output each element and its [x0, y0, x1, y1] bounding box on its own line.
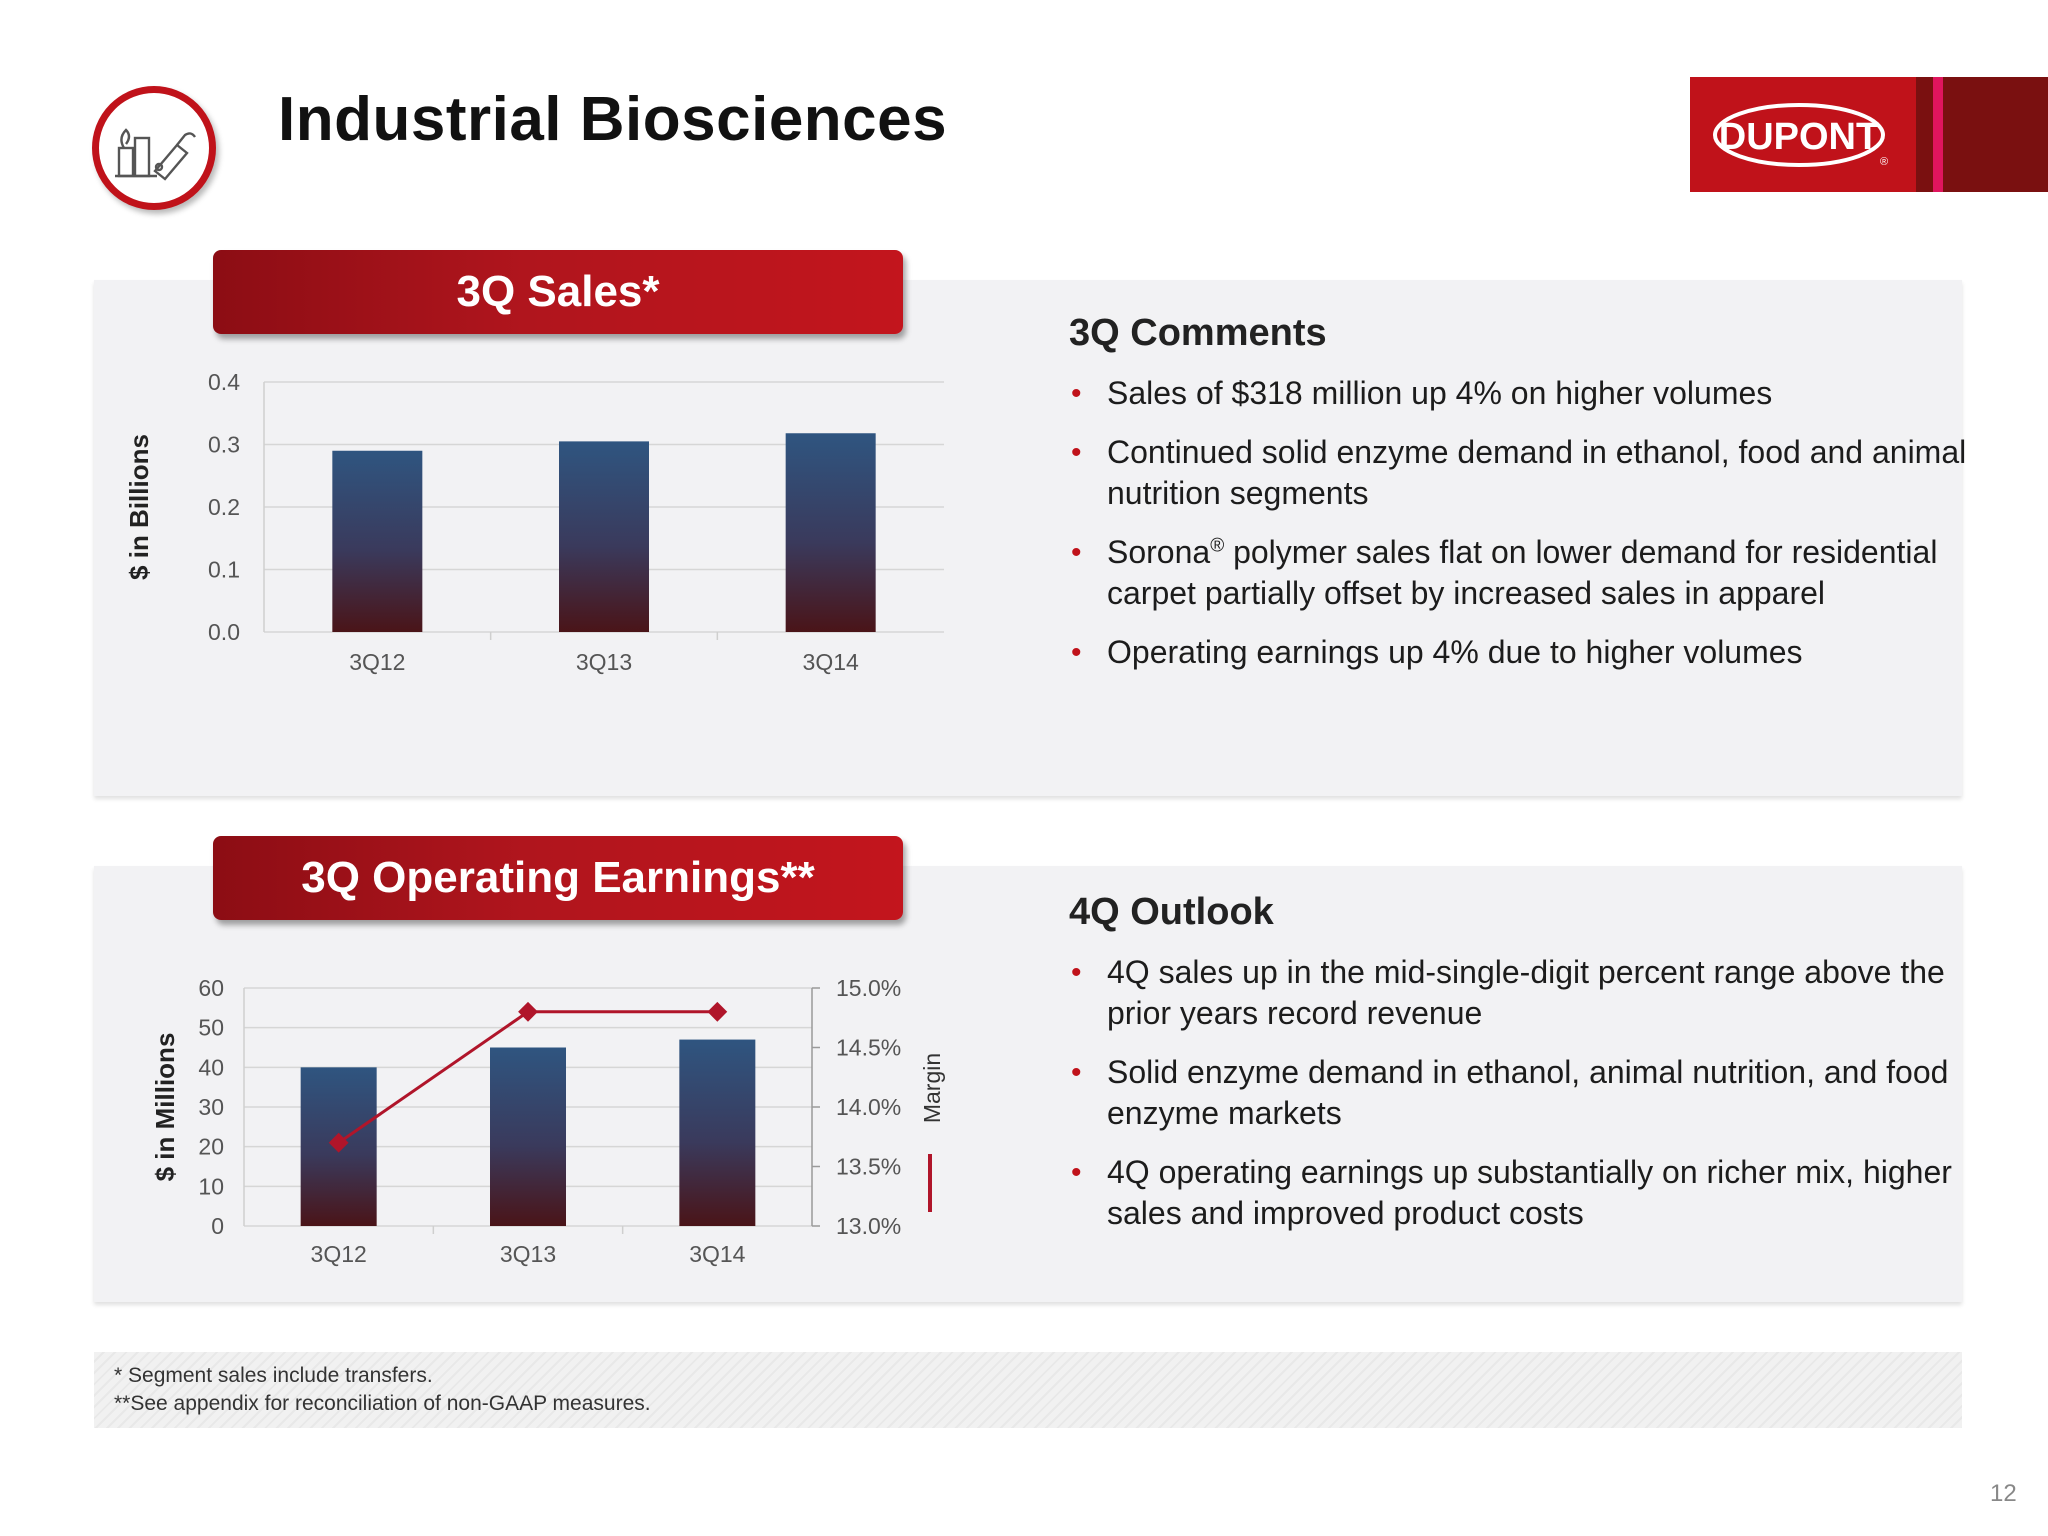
footnote-non-gaap: **See appendix for reconciliation of non…	[114, 1392, 651, 1415]
dupont-logo: DUPONT ®	[1690, 77, 2048, 192]
y-tick-label: 0.2	[208, 494, 240, 520]
x-tick-label: 3Q13	[500, 1241, 556, 1267]
sales-chart: 0.0 0.1 0.2 0.3 0.4 3Q12 3Q13 3Q14 $ in Billions	[124, 369, 944, 675]
earnings-bar	[679, 1039, 756, 1226]
sales-banner: 3Q Sales*	[213, 250, 903, 334]
comment-item: Sales of $318 million up 4% on higher vo…	[1069, 373, 1969, 414]
outlook-item: 4Q sales up in the mid-single-digit perc…	[1069, 952, 1969, 1034]
x-tick-label: 3Q14	[689, 1241, 745, 1267]
sales-bar	[785, 433, 876, 632]
y-tick-label: 20	[198, 1134, 224, 1160]
footnote-band	[94, 1352, 1962, 1428]
page-title: Industrial Biosciences	[278, 85, 948, 154]
factory-fuel-pump-icon	[115, 128, 196, 181]
earnings-chart: 0 10 20 30 40 50 60 13.0% 13.5% 14.0% 14.5% 15.0% 3Q…	[150, 975, 945, 1267]
y2-tick-label: 15.0%	[836, 975, 901, 1001]
y-tick-label: 60	[198, 975, 224, 1001]
comments-heading: 3Q Comments	[1069, 312, 1327, 354]
outlook-heading: 4Q Outlook	[1069, 891, 1274, 933]
comment-item: Operating earnings up 4% due to higher v…	[1069, 632, 1969, 673]
logo-wordmark: DUPONT	[1719, 116, 1879, 158]
y-tick-label: 30	[198, 1094, 224, 1120]
margin-point	[518, 1001, 538, 1022]
comments-section: 3Q Comments Sales of $318 million up 4% …	[1069, 312, 1969, 691]
sales-bar	[559, 441, 649, 632]
y-axis-title: $ in Billions	[124, 434, 154, 580]
y2-axis-title: Margin	[919, 1053, 945, 1123]
y2-tick-label: 13.5%	[836, 1154, 901, 1180]
earnings-bar	[490, 1047, 566, 1226]
y2-tick-label: 14.0%	[836, 1094, 901, 1120]
margin-point	[707, 1001, 728, 1022]
comment-item: Sorona® polymer sales flat on lower dema…	[1069, 532, 1969, 614]
sales-bar	[332, 450, 423, 632]
y-tick-label: 50	[198, 1015, 224, 1041]
comment-item: Continued solid enzyme demand in ethanol…	[1069, 432, 1969, 514]
y2-tick-label: 14.5%	[836, 1035, 901, 1061]
page-number: 12	[1990, 1480, 2017, 1507]
svg-text:®: ®	[1880, 156, 1888, 168]
x-tick-label: 3Q14	[803, 649, 859, 675]
y2-tick-label: 13.0%	[836, 1213, 901, 1239]
y-axis-title: $ in Millions	[150, 1033, 180, 1182]
y-tick-label: 10	[198, 1173, 224, 1199]
x-tick-label: 3Q12	[349, 649, 405, 675]
y-tick-label: 40	[198, 1054, 224, 1080]
footnotes: * Segment sales include transfers. **See…	[114, 1362, 651, 1418]
y-tick-label: 0.4	[208, 369, 240, 395]
y-tick-label: 0.3	[208, 432, 240, 458]
industrial-biosciences-icon	[92, 86, 216, 210]
footnote-sales: * Segment sales include transfers.	[114, 1364, 433, 1387]
y-tick-label: 0.1	[208, 557, 240, 583]
x-tick-label: 3Q12	[311, 1241, 367, 1267]
outlook-item: 4Q operating earnings up substantially o…	[1069, 1152, 1969, 1234]
earnings-banner: 3Q Operating Earnings**	[213, 836, 903, 920]
y-tick-label: 0	[211, 1213, 224, 1239]
x-tick-label: 3Q13	[576, 649, 632, 675]
outlook-item: Solid enzyme demand in ethanol, animal n…	[1069, 1052, 1969, 1134]
outlook-section: 4Q Outlook 4Q sales up in the mid-single…	[1069, 891, 1969, 1252]
y-tick-label: 0.0	[208, 619, 240, 645]
